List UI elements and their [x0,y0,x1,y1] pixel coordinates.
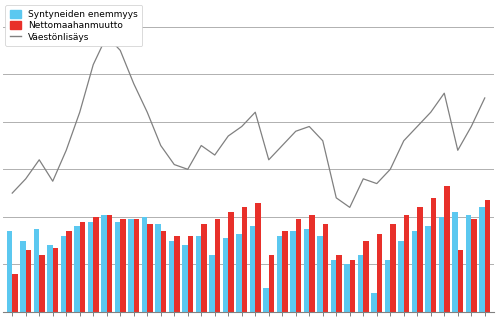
Bar [182,245,188,312]
Bar [417,207,423,312]
Bar [34,229,39,312]
Bar [277,236,282,312]
Bar [385,260,390,312]
Bar [458,250,463,312]
Bar [6,231,12,312]
Bar [147,224,153,312]
Bar [101,214,107,312]
Bar [317,236,323,312]
Bar [115,222,120,312]
Bar [26,250,31,312]
Bar [74,226,80,312]
Bar [438,217,444,312]
Bar [223,238,228,312]
Bar [228,212,234,312]
Bar [161,231,166,312]
Bar [471,219,477,312]
Bar [336,255,342,312]
Bar [377,234,382,312]
Bar [93,217,99,312]
Bar [425,226,431,312]
Bar [155,224,161,312]
Bar [404,214,410,312]
Bar [331,260,336,312]
Bar [39,255,45,312]
Bar [53,248,59,312]
Bar [249,226,255,312]
Bar [47,245,53,312]
Bar [209,255,215,312]
Bar [142,217,147,312]
Bar [20,241,26,312]
Bar [350,260,355,312]
Bar [412,231,417,312]
Bar [357,255,363,312]
Bar [371,293,377,312]
Bar [196,236,201,312]
Bar [255,203,261,312]
Bar [134,219,140,312]
Bar [269,255,274,312]
Bar [444,186,450,312]
Bar [87,222,93,312]
Bar [290,231,296,312]
Bar [188,236,193,312]
Legend: Syntyneiden enemmyys, Nettomaahanmuutto, Väestönlisäys: Syntyneiden enemmyys, Nettomaahanmuutto,… [5,5,142,46]
Bar [466,214,471,312]
Bar [107,214,112,312]
Bar [12,274,18,312]
Bar [309,214,315,312]
Bar [323,224,329,312]
Bar [66,231,72,312]
Bar [80,222,85,312]
Bar [236,234,242,312]
Bar [263,288,269,312]
Bar [174,236,180,312]
Bar [485,200,491,312]
Bar [282,231,288,312]
Bar [120,219,126,312]
Bar [242,207,248,312]
Bar [398,241,404,312]
Bar [431,198,436,312]
Bar [344,264,350,312]
Bar [452,212,458,312]
Bar [363,241,369,312]
Bar [215,219,220,312]
Bar [296,219,301,312]
Bar [201,224,207,312]
Bar [304,229,309,312]
Bar [61,236,66,312]
Bar [390,224,396,312]
Bar [168,241,174,312]
Bar [479,207,485,312]
Bar [128,219,134,312]
